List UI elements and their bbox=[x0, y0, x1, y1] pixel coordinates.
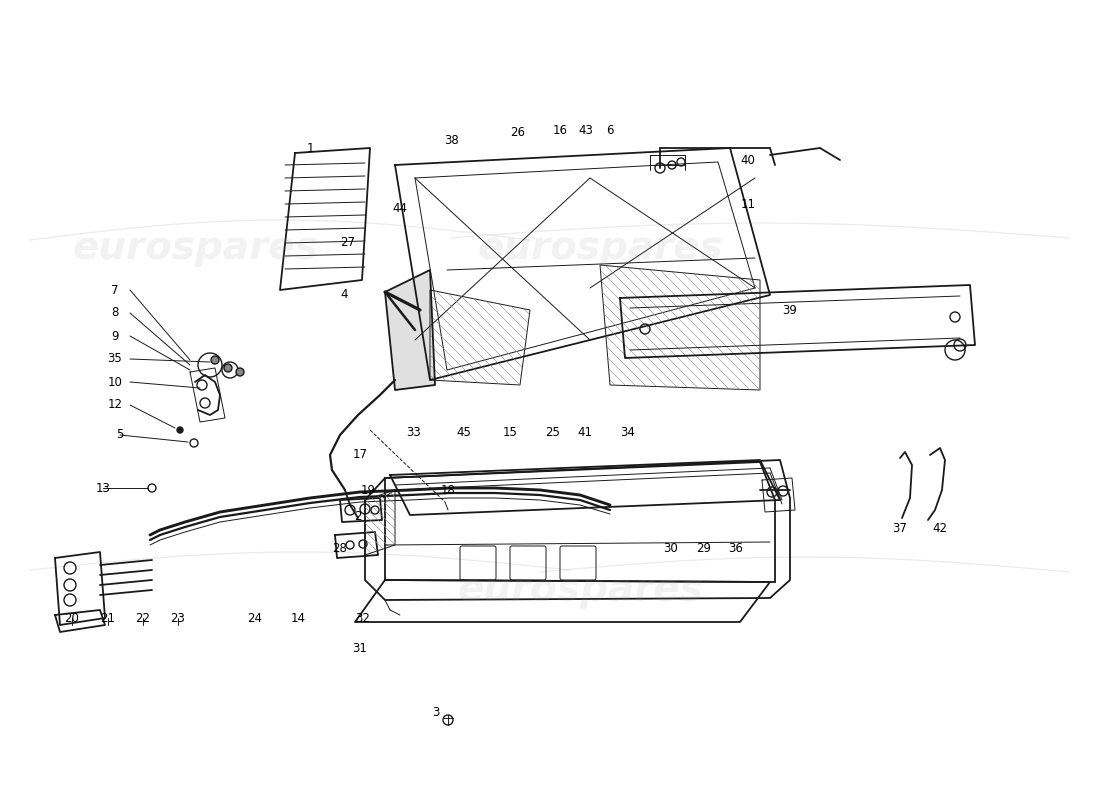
Circle shape bbox=[211, 356, 219, 364]
Text: 40: 40 bbox=[740, 154, 756, 166]
Text: 13: 13 bbox=[96, 482, 110, 494]
Text: 5: 5 bbox=[117, 429, 123, 442]
Text: 32: 32 bbox=[355, 611, 371, 625]
Text: 23: 23 bbox=[170, 611, 186, 625]
Text: 6: 6 bbox=[606, 123, 614, 137]
Text: 8: 8 bbox=[111, 306, 119, 319]
Text: 35: 35 bbox=[108, 353, 122, 366]
Text: 43: 43 bbox=[579, 123, 593, 137]
Text: 17: 17 bbox=[352, 447, 367, 461]
Text: 36: 36 bbox=[728, 542, 744, 554]
Text: 10: 10 bbox=[108, 375, 122, 389]
Text: 11: 11 bbox=[740, 198, 756, 211]
Text: 37: 37 bbox=[892, 522, 907, 534]
Text: 41: 41 bbox=[578, 426, 593, 438]
Text: 34: 34 bbox=[620, 426, 636, 438]
Text: 42: 42 bbox=[933, 522, 947, 534]
Text: eurospares: eurospares bbox=[477, 229, 723, 267]
Text: 31: 31 bbox=[353, 642, 367, 654]
Text: 15: 15 bbox=[503, 426, 517, 438]
Text: 25: 25 bbox=[546, 426, 560, 438]
Text: 7: 7 bbox=[111, 283, 119, 297]
Text: 16: 16 bbox=[552, 123, 568, 137]
Text: 3: 3 bbox=[432, 706, 440, 718]
Text: 28: 28 bbox=[332, 542, 348, 554]
Text: 30: 30 bbox=[663, 542, 679, 554]
Text: eurospares: eurospares bbox=[458, 571, 703, 609]
Text: 27: 27 bbox=[341, 237, 355, 250]
Text: 21: 21 bbox=[100, 611, 116, 625]
Text: 26: 26 bbox=[510, 126, 526, 139]
Text: 1: 1 bbox=[306, 142, 313, 154]
Text: 39: 39 bbox=[782, 303, 797, 317]
Text: eurospares: eurospares bbox=[73, 229, 318, 267]
Text: 22: 22 bbox=[135, 611, 151, 625]
Circle shape bbox=[177, 427, 183, 433]
Text: 19: 19 bbox=[361, 483, 375, 497]
Polygon shape bbox=[385, 270, 435, 390]
Text: 38: 38 bbox=[444, 134, 460, 146]
Text: 20: 20 bbox=[65, 611, 79, 625]
Text: 12: 12 bbox=[108, 398, 122, 411]
Text: 2: 2 bbox=[354, 510, 362, 522]
Text: 45: 45 bbox=[456, 426, 472, 438]
Text: 33: 33 bbox=[407, 426, 421, 438]
Text: 4: 4 bbox=[340, 289, 348, 302]
Text: 9: 9 bbox=[111, 330, 119, 342]
Circle shape bbox=[224, 364, 232, 372]
Text: 18: 18 bbox=[441, 483, 455, 497]
Circle shape bbox=[236, 368, 244, 376]
Text: 14: 14 bbox=[290, 611, 306, 625]
Text: 44: 44 bbox=[393, 202, 407, 214]
Text: 29: 29 bbox=[696, 542, 712, 554]
Text: 24: 24 bbox=[248, 611, 263, 625]
